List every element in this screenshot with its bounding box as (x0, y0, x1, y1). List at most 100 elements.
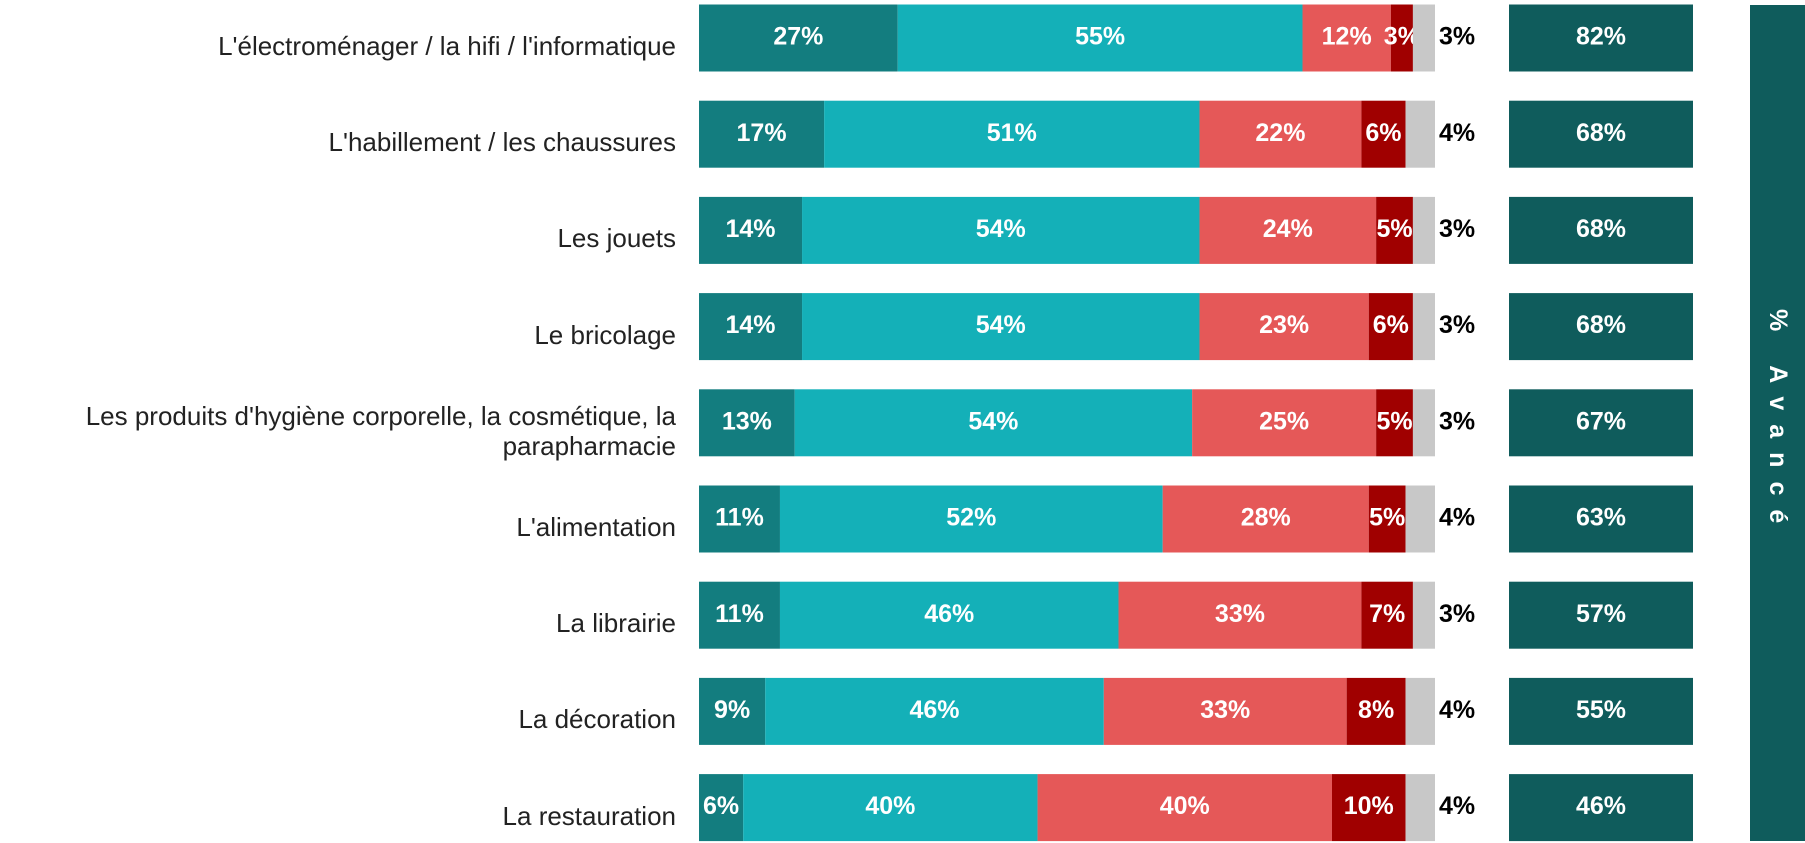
data-label: 10% (1344, 792, 1394, 820)
bar-segment (699, 774, 744, 842)
data-label: 46% (909, 696, 959, 724)
bar-segment (1368, 485, 1406, 553)
category-text: L'alimentation (516, 512, 676, 542)
data-label: 4% (1439, 119, 1475, 147)
bar-segment (1405, 100, 1435, 168)
bar-segment (1405, 774, 1435, 842)
bar-segment (897, 4, 1303, 72)
bar-segment (1368, 293, 1413, 361)
category-text: Les jouets (557, 223, 676, 254)
category-label: L'électroménager / la hifi / l'informati… (4, 0, 676, 94)
data-label: 54% (968, 407, 1018, 435)
bar-segment (1103, 677, 1347, 745)
summary-box (1509, 196, 1693, 264)
data-label: 3% (1439, 215, 1475, 243)
bar-segment (699, 196, 803, 264)
data-label: 4% (1439, 696, 1475, 724)
summary-value: 55% (1576, 696, 1626, 724)
bar-segment (743, 774, 1038, 842)
data-label: 33% (1200, 696, 1250, 724)
bar-segment (824, 100, 1200, 168)
data-label: 13% (722, 407, 772, 435)
data-label: 24% (1263, 215, 1313, 243)
summary-value: 63% (1576, 504, 1626, 532)
bar-segment (1118, 581, 1362, 649)
bar-segment (779, 485, 1163, 553)
data-label: 11% (715, 600, 764, 628)
bar-segment (779, 581, 1119, 649)
category-label: Le bricolage (4, 287, 676, 383)
data-label: 6% (1373, 311, 1409, 339)
data-label: 5% (1376, 215, 1412, 243)
data-label: 14% (725, 215, 775, 243)
bar-segment (1361, 581, 1413, 649)
bar-segment (699, 100, 825, 168)
bar-segment (765, 677, 1104, 745)
category-label: La librairie (4, 575, 676, 671)
data-label: 11% (715, 504, 764, 532)
category-text: Le bricolage (534, 319, 676, 350)
data-label: 54% (976, 215, 1026, 243)
summary-value: 57% (1576, 600, 1626, 628)
data-label: 22% (1255, 119, 1305, 147)
data-label: 6% (1365, 119, 1401, 147)
summary-value: 68% (1576, 215, 1626, 243)
data-label: 8% (1358, 696, 1394, 724)
data-label: 28% (1241, 504, 1291, 532)
data-label: 3% (1439, 311, 1475, 339)
bar-segment (1199, 196, 1377, 264)
data-label: 27% (773, 23, 823, 51)
data-label: 14% (725, 311, 775, 339)
data-label: 5% (1376, 407, 1412, 435)
data-label: 5% (1369, 504, 1405, 532)
data-label: 9% (714, 696, 750, 724)
data-label: 3% (1439, 600, 1475, 628)
category-label: Les jouets (4, 190, 676, 286)
summary-box (1509, 581, 1693, 649)
bar-segment (1412, 581, 1435, 649)
bar-segment (1199, 293, 1369, 361)
summary-box (1509, 100, 1693, 168)
summary-value: 68% (1576, 311, 1626, 339)
data-label: 4% (1439, 504, 1475, 532)
data-label: 3% (1439, 23, 1475, 51)
bar-segment (802, 293, 1200, 361)
data-label: 51% (987, 119, 1037, 147)
category-label: La décoration (4, 671, 676, 767)
bar-segment (1412, 4, 1435, 72)
category-text: L'habillement / les chaussures (328, 127, 676, 158)
bar-segment (1390, 4, 1413, 72)
data-label: 3% (1439, 407, 1475, 435)
data-label: 7% (1369, 600, 1405, 628)
bar-segment (1199, 100, 1362, 168)
category-text: La librairie (556, 608, 676, 639)
bar-segment (699, 677, 766, 745)
summary-label: % Avancé (1764, 308, 1792, 538)
data-label: 25% (1259, 407, 1309, 435)
bar-segment (1376, 196, 1413, 264)
summary-value: 67% (1576, 407, 1626, 435)
summary-box (1509, 485, 1693, 553)
data-label: 33% (1215, 600, 1265, 628)
bar-segment (1405, 485, 1435, 553)
category-text: La décoration (518, 704, 676, 735)
summary-box (1509, 4, 1693, 72)
data-label: 23% (1259, 311, 1309, 339)
bar-segment (1192, 389, 1377, 457)
summary-box (1509, 293, 1693, 361)
summary-value: 82% (1576, 23, 1626, 51)
bar-segment (1405, 677, 1435, 745)
data-label: 52% (946, 504, 996, 532)
bar-segment (699, 4, 898, 72)
bar-segment (1162, 485, 1369, 553)
bar-segment (1037, 774, 1332, 842)
data-label: 54% (976, 311, 1026, 339)
bar-segment (1412, 293, 1435, 361)
bar-segment (1412, 196, 1435, 264)
data-label: 40% (1160, 792, 1210, 820)
category-label: L'alimentation (4, 479, 676, 575)
summary-box (1509, 774, 1693, 842)
bar-segment (1412, 389, 1435, 457)
bar-segment (794, 389, 1193, 457)
